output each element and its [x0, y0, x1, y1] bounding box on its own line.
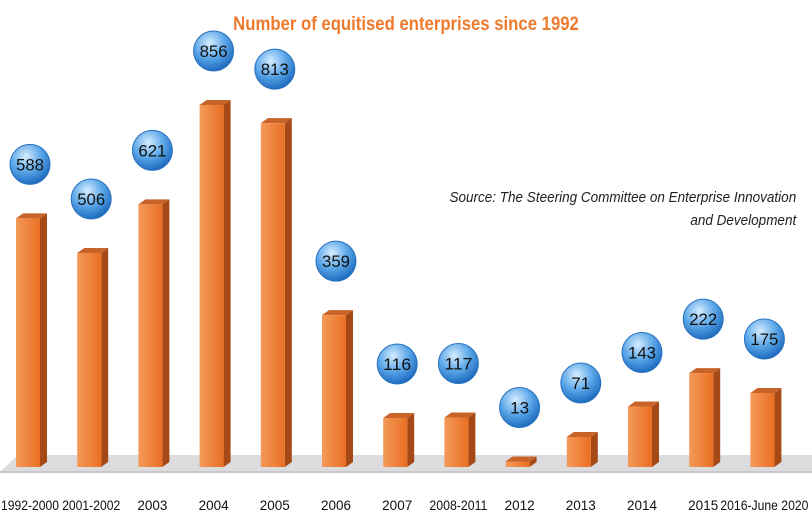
- bar-side: [652, 401, 659, 467]
- x-tick-label: 2001-2002: [62, 498, 120, 513]
- value-bubble: [621, 332, 663, 374]
- bar-side: [468, 412, 476, 467]
- bar-top: [566, 431, 598, 437]
- value-bubble: [437, 343, 479, 385]
- x-tick-label: 2005: [260, 498, 290, 513]
- bar: [566, 436, 591, 467]
- bar-side: [40, 213, 47, 467]
- value-bubble: [9, 143, 51, 185]
- bar-side: [284, 118, 292, 468]
- data-label: 588: [16, 155, 44, 174]
- data-label: 359: [322, 252, 350, 271]
- value-bubble: [70, 178, 112, 220]
- bar: [138, 204, 163, 467]
- source-note: Source: The Steering Committee on Enterp…: [449, 186, 796, 232]
- bar: [689, 373, 714, 467]
- bar-top: [383, 412, 415, 418]
- x-tick-label: 2003: [137, 498, 167, 513]
- x-tick-label: 2006: [321, 498, 351, 513]
- x-tick-label: 2004: [199, 498, 230, 513]
- source-line-2: and Development: [690, 212, 796, 229]
- bar-side: [774, 387, 782, 467]
- bar-top: [750, 387, 782, 393]
- bar: [77, 253, 102, 467]
- data-label: 143: [628, 344, 656, 363]
- data-label: 13: [510, 399, 529, 418]
- value-bubble: [315, 240, 357, 282]
- bar-side: [590, 431, 598, 467]
- bar: [322, 315, 346, 467]
- data-label: 117: [444, 355, 472, 374]
- bar-top: [260, 118, 292, 124]
- bar-top: [505, 456, 537, 462]
- bar-side: [529, 456, 537, 467]
- chart-title: Number of equitised enterprises since 19…: [233, 14, 579, 35]
- bar-side: [223, 100, 231, 467]
- bar: [199, 105, 224, 467]
- bar-top: [322, 310, 353, 316]
- x-tick-label: 2016-June 2020: [720, 498, 808, 513]
- bar: [260, 123, 285, 468]
- data-label: 856: [200, 42, 228, 61]
- value-bubble: [254, 48, 296, 90]
- value-bubble: [560, 362, 602, 404]
- x-tick-label: 2014: [627, 498, 658, 513]
- bar-top: [444, 412, 476, 418]
- value-bubble: [743, 318, 785, 360]
- bar-side: [407, 412, 415, 467]
- x-tick-label: 2008-2011: [429, 498, 487, 513]
- x-tick-label: 1992-2000: [1, 498, 59, 513]
- data-label: 175: [750, 330, 778, 349]
- source-line-1: Source: The Steering Committee on Enterp…: [449, 189, 796, 206]
- data-label: 621: [138, 141, 166, 160]
- x-tick-label: 2012: [505, 498, 535, 513]
- bar-top: [77, 248, 109, 254]
- data-label: 116: [383, 355, 411, 374]
- x-tick-label: 2013: [566, 498, 596, 513]
- data-label: 506: [77, 190, 105, 209]
- value-bubble: [499, 387, 541, 429]
- value-bubble: [376, 343, 418, 385]
- bar-top: [16, 213, 47, 219]
- bar: [505, 461, 530, 467]
- bar-side: [162, 199, 170, 467]
- bar-side: [713, 368, 721, 467]
- bar-top: [689, 368, 721, 374]
- value-bubble: [193, 30, 235, 72]
- data-label: 71: [571, 374, 590, 393]
- bar: [628, 406, 652, 467]
- value-bubble: [682, 298, 724, 340]
- bar-top: [628, 401, 659, 407]
- bar-side: [101, 248, 109, 467]
- bar: [750, 392, 775, 467]
- data-label: 813: [261, 60, 289, 79]
- bar: [444, 417, 469, 467]
- bar: [16, 218, 40, 467]
- value-bubble: [131, 129, 173, 171]
- x-tick-label: 2007: [382, 498, 412, 513]
- data-label: 222: [689, 310, 717, 329]
- bar-top: [138, 199, 170, 205]
- bar-top: [199, 100, 231, 105]
- bar-side: [346, 310, 353, 467]
- x-tick-label: 2015: [688, 498, 718, 513]
- bar: [383, 417, 408, 467]
